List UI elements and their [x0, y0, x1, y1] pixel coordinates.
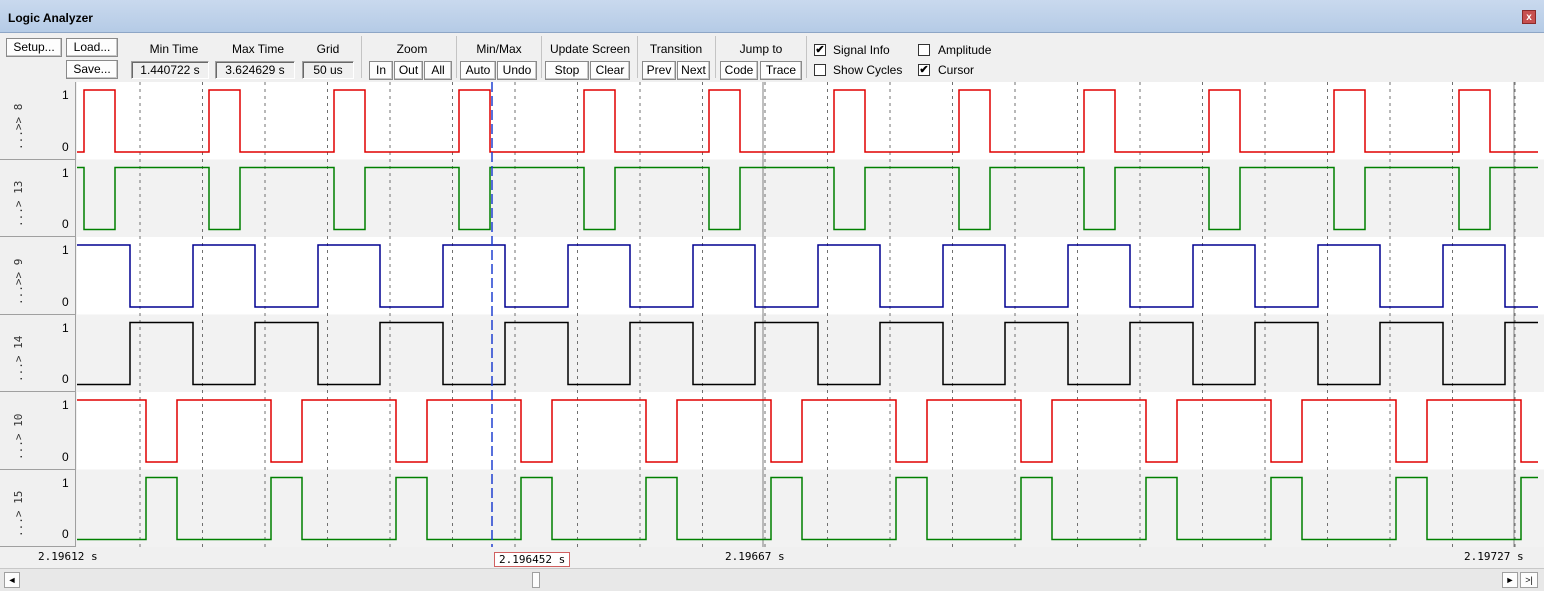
zoom-label: Zoom: [396, 42, 428, 56]
level-low-label: 0: [62, 449, 69, 464]
window-title: Logic Analyzer: [8, 11, 93, 25]
save-button[interactable]: Save...: [66, 60, 118, 79]
undo-button[interactable]: Undo: [497, 61, 537, 80]
update-screen-label: Update Screen: [549, 42, 631, 56]
separator: [637, 36, 638, 78]
signal-waveform: [77, 89, 1538, 153]
signal-name-cell[interactable]: ...> 10 1 0: [0, 392, 76, 470]
load-button[interactable]: Load...: [66, 38, 118, 57]
horizontal-scrollbar[interactable]: ◄ ► >|: [0, 568, 1544, 591]
time-start: 2.19612 s: [38, 550, 98, 563]
level-low-label: 0: [62, 139, 69, 154]
signal-name-cell[interactable]: ...> 15 1 0: [0, 469, 76, 547]
signal-waveform: [77, 399, 1538, 463]
signal-name-cell[interactable]: ...> 14 1 0: [0, 314, 76, 392]
zoom-out-button[interactable]: Out: [394, 61, 423, 80]
level-high-label: 1: [62, 165, 69, 180]
show-cycles-label: Show Cycles: [833, 63, 903, 77]
separator: [361, 36, 362, 78]
separator: [806, 36, 807, 78]
clear-button[interactable]: Clear: [590, 61, 630, 80]
stop-button[interactable]: Stop: [545, 61, 589, 80]
zoom-all-button[interactable]: All: [424, 61, 452, 80]
prev-button[interactable]: Prev: [642, 61, 676, 80]
close-icon[interactable]: x: [1522, 10, 1536, 24]
signal-waveform: [77, 166, 1538, 231]
separator: [541, 36, 542, 78]
signal-info-label: Signal Info: [833, 43, 890, 57]
transition-label: Transition: [649, 42, 703, 56]
setup-button[interactable]: Setup...: [6, 38, 62, 57]
signal-row-bg: [77, 159, 1544, 237]
signal-name-cell[interactable]: ...> 13 1 0: [0, 159, 76, 237]
time-end: 2.19727 s: [1464, 550, 1524, 563]
separator: [456, 36, 457, 78]
cursor-checkbox[interactable]: ✔: [918, 64, 930, 76]
code-button[interactable]: Code: [720, 61, 758, 80]
level-high-label: 1: [62, 320, 69, 335]
signal-waveform: [77, 321, 1538, 386]
zoom-in-button[interactable]: In: [369, 61, 393, 80]
signal-info-checkbox[interactable]: ✔: [814, 44, 826, 56]
level-high-label: 1: [62, 88, 69, 102]
signal-row-bg: [77, 82, 1544, 160]
amplitude-label: Amplitude: [938, 43, 992, 57]
level-high-label: 1: [62, 475, 69, 490]
trace-button[interactable]: Trace: [760, 61, 802, 80]
level-low-label: 0: [62, 217, 69, 231]
waveform-canvas[interactable]: [0, 82, 1544, 547]
separator: [715, 36, 716, 78]
cursor-label: Cursor: [938, 63, 975, 77]
signal-row-bg: [77, 469, 1544, 547]
jump-to-label: Jump to: [739, 42, 783, 56]
grid-value: 50 us: [302, 61, 354, 79]
level-high-label: 1: [62, 243, 69, 257]
auto-button[interactable]: Auto: [460, 61, 496, 80]
level-low-label: 0: [62, 527, 69, 541]
time-axis: 2.19612 s 2.196452 s 2.19667 s 2.19727 s: [0, 547, 1544, 567]
scroll-thumb[interactable]: [532, 572, 540, 588]
max-time-label: Max Time: [231, 42, 284, 56]
signal-waveform: [77, 244, 1538, 308]
scroll-end-icon[interactable]: >|: [1520, 572, 1538, 588]
toolbar: Setup... Load... Save... Min Time 1.4407…: [0, 34, 1544, 80]
title-bar: Logic Analyzer x: [0, 0, 1544, 33]
time-mid: 2.19667 s: [725, 550, 785, 563]
level-high-label: 1: [62, 398, 69, 412]
signal-row-bg: [77, 392, 1544, 470]
grid-label: Grid: [316, 42, 340, 56]
minmax-label: Min/Max: [476, 42, 522, 56]
level-low-label: 0: [62, 294, 69, 309]
next-button[interactable]: Next: [677, 61, 710, 80]
max-time-value: 3.624629 s: [215, 61, 295, 79]
scroll-right-icon[interactable]: ►: [1502, 572, 1518, 588]
signal-waveform: [77, 476, 1538, 541]
cursor-time: 2.196452 s: [494, 552, 571, 567]
signal-row-bg: [77, 237, 1544, 315]
show-cycles-checkbox[interactable]: [814, 64, 826, 76]
signal-row-bg: [77, 314, 1544, 392]
waveform-area[interactable]: ...>> 8 1 0 ...> 13 1 0 ...>> 9 1 0 ...> 14 1 0 ...>…: [0, 82, 1544, 547]
scroll-left-icon[interactable]: ◄: [4, 572, 20, 588]
min-time-label: Min Time: [149, 42, 199, 56]
min-time-value: 1.440722 s: [131, 61, 209, 79]
level-low-label: 0: [62, 372, 69, 386]
amplitude-checkbox[interactable]: [918, 44, 930, 56]
